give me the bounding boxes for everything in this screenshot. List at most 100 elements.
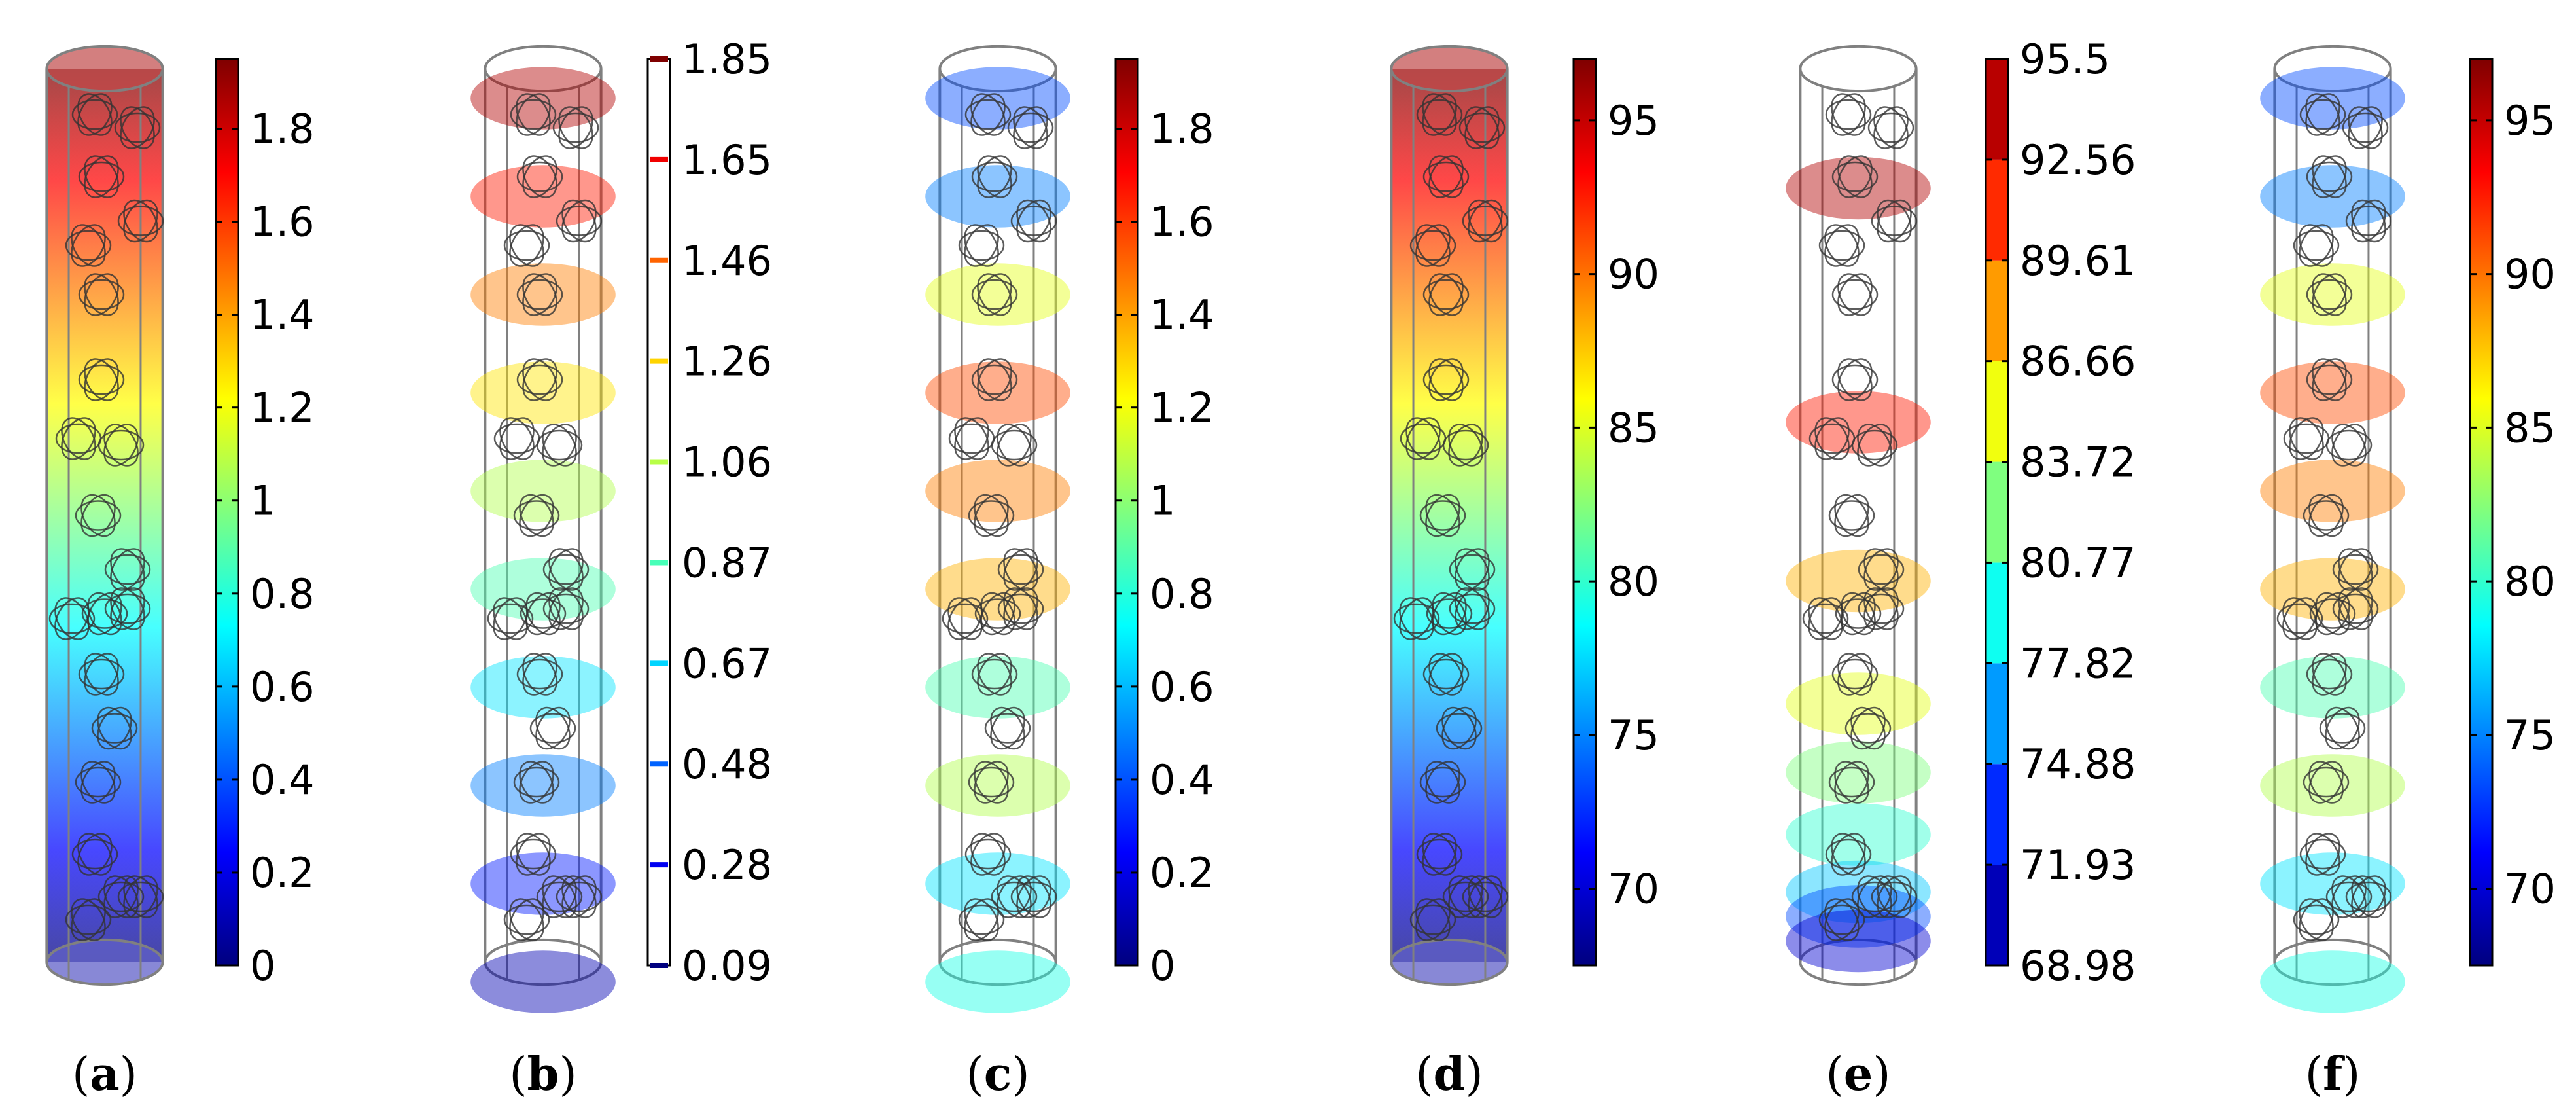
packing-ring — [117, 875, 164, 918]
packing-ring — [2303, 494, 2350, 537]
colorbar-tick-label: 80.77 — [2020, 539, 2136, 586]
packing-ring — [556, 875, 603, 918]
packing-ring — [1419, 761, 1466, 804]
packing-ring — [1867, 106, 1914, 149]
colorbar-band — [1986, 461, 2008, 563]
packing-ring — [2299, 833, 2346, 876]
panel-e: 68.98 71.93 74.88 77.82 80.77 83.72 86.66 89.61… — [1786, 35, 2136, 1101]
colorbar-tick-label: 1.06 — [682, 439, 772, 486]
packing-ring — [2293, 224, 2340, 267]
packing-ring — [1010, 875, 1057, 918]
packing-ring — [91, 706, 138, 750]
colorbar-tick-label: 0.2 — [250, 849, 315, 897]
panel-a: 0 0.2 0.4 0.6 0.8 1 1.2 1.4 1.6 1.8 (a) — [45, 45, 315, 1101]
packing-ring — [1422, 155, 1470, 198]
colorbar-tick-label: 1.85 — [682, 35, 772, 83]
colorbar-tick-label: 83.72 — [2020, 439, 2136, 486]
slice-plane — [925, 754, 1070, 817]
colorbar-tick-label: 1 — [1150, 477, 1175, 525]
colorbar-tick-label: 74.88 — [2020, 740, 2136, 788]
packing-ring — [2306, 358, 2353, 401]
colorbar-frame — [646, 58, 671, 967]
panel-f: 70 75 80 85 90 95 (f) — [2260, 45, 2556, 1101]
colorbar-gradient — [215, 58, 239, 967]
colorbar-tick-label: 85 — [2504, 404, 2556, 452]
packing-ring — [1449, 587, 1496, 630]
colorbar: 0.09 0.28 0.48 0.67 0.87 1.06 1.26 1.46 1.65 1.85 — [646, 35, 772, 990]
packing-ring — [1831, 155, 1879, 198]
packing-ring — [1871, 199, 1918, 243]
packing-ring — [1422, 273, 1470, 316]
packing-ring — [510, 833, 557, 876]
colorbar-tick-label: 0.87 — [682, 539, 772, 586]
packing-ring — [78, 358, 125, 401]
packing-ring — [510, 93, 557, 136]
packing-ring — [1825, 833, 1872, 876]
packing-ring — [529, 706, 576, 750]
packing-ring — [1393, 597, 1440, 640]
packing-ring — [114, 106, 161, 149]
packing-ring — [2306, 653, 2353, 696]
packing-ring — [984, 706, 1031, 750]
packing-ring — [1458, 106, 1506, 149]
packing-ring — [1802, 597, 1849, 640]
colorbar-tick-label: 95.5 — [2020, 35, 2110, 83]
panel-label: (b) — [509, 1047, 577, 1101]
panel-label: (c) — [966, 1047, 1029, 1101]
slice-plane — [2260, 754, 2405, 817]
packing-ring — [1851, 424, 1898, 467]
panel-label: (f) — [2305, 1047, 2361, 1101]
colorbar-tick-label: 1.4 — [250, 291, 315, 339]
packing-ring — [516, 358, 563, 401]
packing-ring — [542, 587, 590, 630]
packing-ring — [1844, 706, 1892, 750]
packing-ring — [1831, 653, 1879, 696]
packing-ring — [2345, 875, 2392, 918]
packing-ring — [536, 875, 583, 918]
packing-ring — [968, 761, 1015, 804]
panel-c: 0 0.2 0.4 0.6 0.8 1 1.2 1.4 1.6 1.8 (c) — [925, 45, 1214, 1101]
packing-ring — [536, 424, 583, 467]
packing-ring — [81, 592, 128, 636]
colorbar-tick-label: 0.8 — [1150, 570, 1214, 618]
colorbar-tick-label: 71.93 — [2020, 841, 2136, 889]
slice-plane — [470, 460, 616, 522]
colorbar-tick-label: 1.6 — [250, 198, 315, 246]
packing-ring — [1462, 199, 1509, 243]
packing-ring — [2299, 93, 2346, 136]
packing-ring — [1858, 587, 1905, 630]
slice-plane — [2260, 950, 2405, 1013]
colorbar-tick-label: 80 — [2504, 558, 2556, 605]
packing-ring — [971, 155, 1018, 198]
colorbar-tick-label: 77.82 — [2020, 640, 2136, 687]
packing-ring — [1409, 224, 1456, 267]
colorbar-tick-label: 1.8 — [1150, 105, 1214, 153]
packing-ring — [1010, 199, 1057, 243]
colorbar-tick-label: 1.2 — [1150, 384, 1214, 432]
packing-ring — [1422, 653, 1470, 696]
colorbar-tick-label: 1.65 — [682, 136, 772, 184]
packing-ring — [997, 587, 1044, 630]
panel-d: 70 75 80 85 90 95 (d) — [1390, 45, 1659, 1101]
slice-plane — [470, 361, 616, 424]
packing-ring — [104, 587, 151, 630]
colorbar-tick-label: 90 — [2504, 251, 2556, 298]
packing-ring — [1828, 761, 1875, 804]
packing-ring — [971, 653, 1018, 696]
packing-ring — [991, 424, 1038, 467]
colorbar-tick-label: 92.56 — [2020, 136, 2136, 184]
packing-ring — [1825, 93, 1872, 136]
colorbar-tick-label: 1.2 — [250, 384, 315, 432]
packing-ring — [1871, 875, 1918, 918]
colorbar-band — [1986, 865, 2008, 965]
packing-ring — [964, 93, 1012, 136]
colorbar: 0 0.2 0.4 0.6 0.8 1 1.2 1.4 1.6 1.8 — [215, 58, 315, 990]
colorbar-band — [1986, 260, 2008, 361]
packing-ring — [78, 273, 125, 316]
packing-ring — [1831, 358, 1879, 401]
packing-ring — [516, 653, 563, 696]
packing-ring — [1422, 358, 1470, 401]
colorbar-band — [1986, 663, 2008, 765]
colorbar: 70 75 80 85 90 95 — [2469, 58, 2556, 967]
colorbar-tick-label: 0.09 — [682, 942, 772, 990]
